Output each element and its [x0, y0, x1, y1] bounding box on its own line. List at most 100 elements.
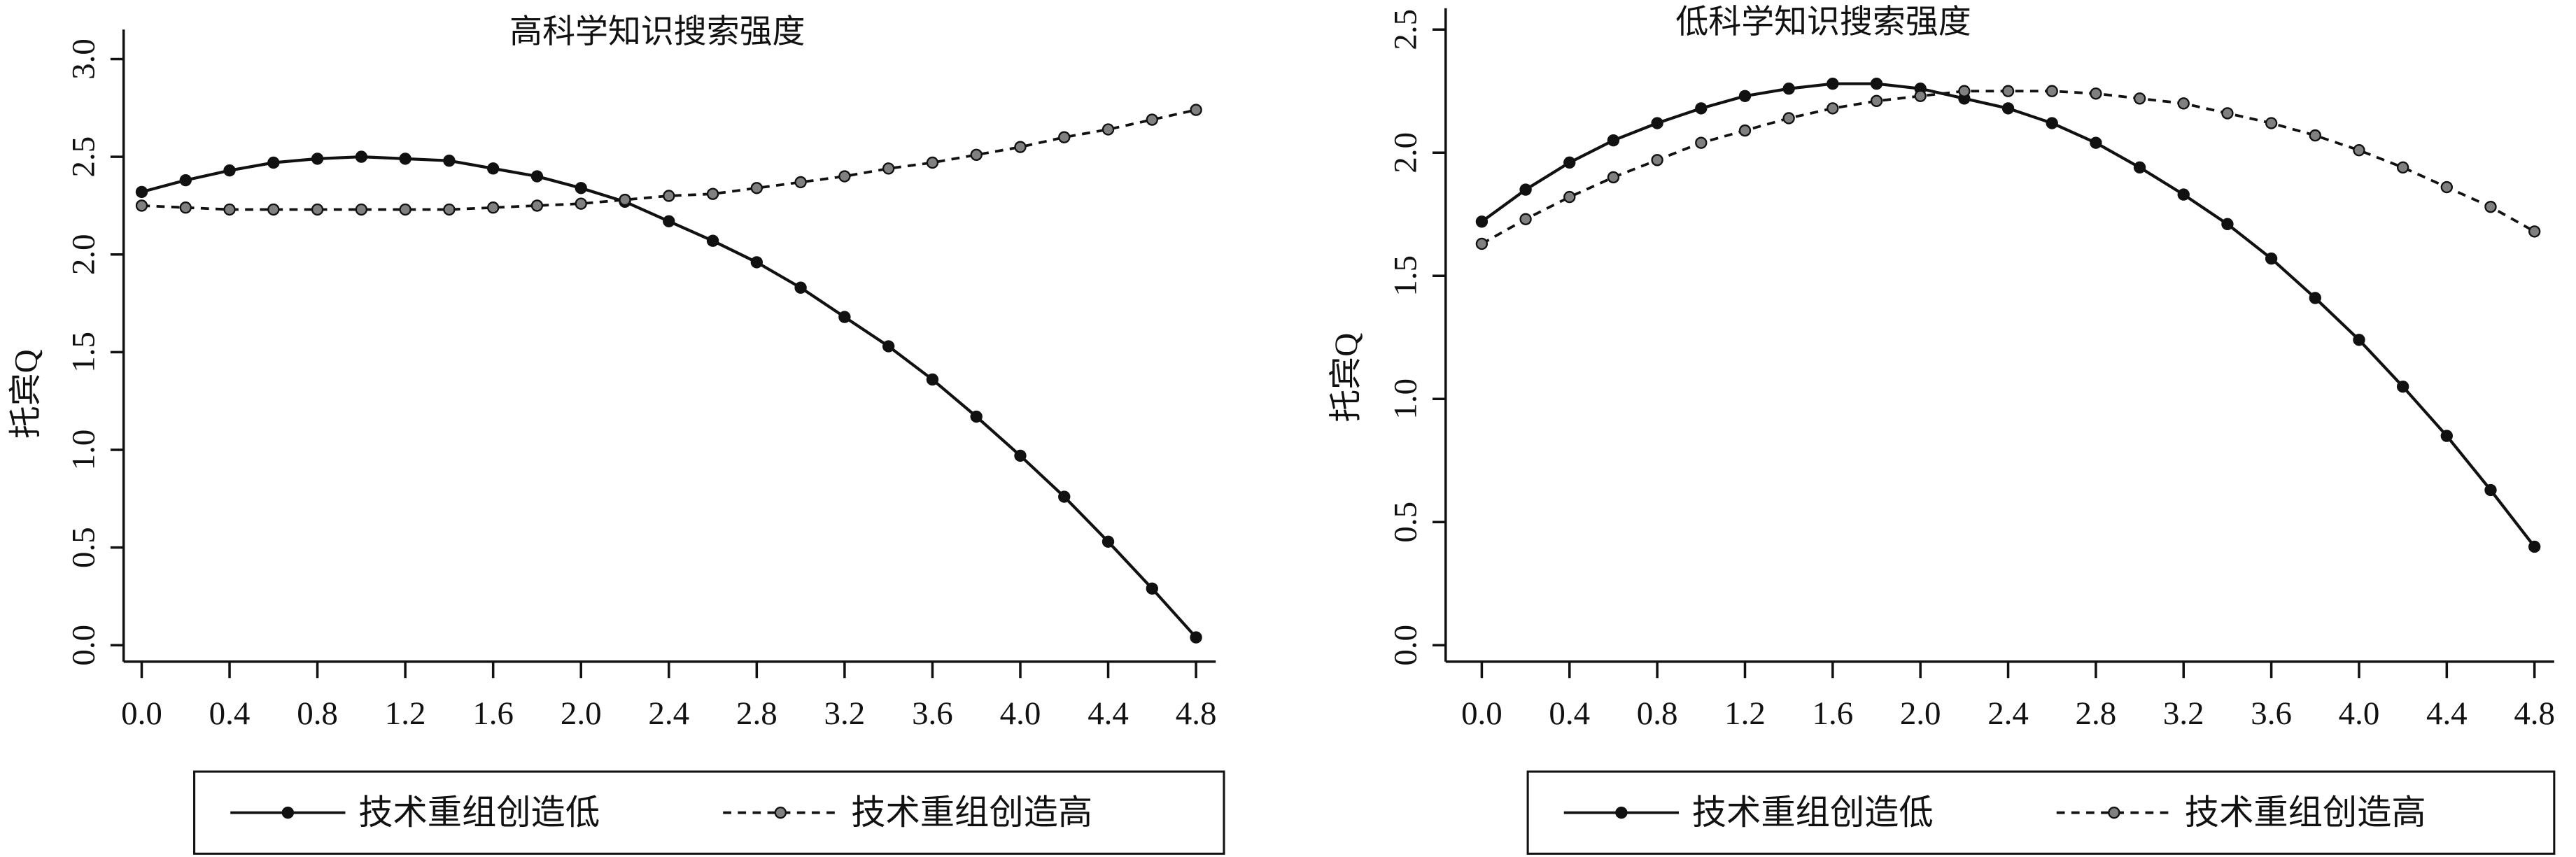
x-tick-label: 2.8 [2076, 695, 2117, 732]
data-point [1607, 134, 1620, 147]
data-point [1870, 94, 1883, 108]
data-point [1782, 83, 1795, 95]
data-point [794, 176, 807, 189]
data-point [2528, 540, 2541, 553]
data-point [2177, 97, 2190, 110]
data-point [443, 203, 456, 216]
y-tick-label: 0.0 [1388, 625, 1424, 666]
data-point [530, 199, 544, 212]
y-tick-label: 0.0 [65, 625, 101, 666]
data-point [1870, 78, 1883, 90]
data-point [706, 187, 719, 200]
data-point [1651, 117, 1663, 129]
data-point [619, 193, 631, 206]
data-point [1563, 190, 1576, 204]
data-point [2484, 483, 2497, 497]
data-point [530, 170, 544, 183]
data-point [663, 215, 675, 227]
data-point [179, 201, 192, 214]
y-tick-label: 1.0 [65, 430, 101, 471]
legend: 技术重组创造低 技术重组创造高 [193, 770, 1225, 855]
x-tick-label: 4.4 [2426, 695, 2468, 732]
x-tick-label: 3.2 [2163, 695, 2204, 732]
data-point [1146, 582, 1158, 595]
x-tick-label: 2.4 [1987, 695, 2029, 732]
x-tick-label: 0.8 [1637, 695, 1678, 732]
legend-marker [2108, 806, 2120, 819]
data-point [750, 182, 763, 194]
data-point [223, 203, 236, 216]
data-point [575, 182, 587, 194]
data-point [1827, 78, 1839, 90]
data-point [970, 410, 983, 423]
data-point [1475, 215, 1488, 228]
data-point [1519, 213, 1532, 225]
data-point [970, 148, 983, 162]
data-point [2221, 218, 2234, 231]
data-point [2046, 117, 2058, 129]
data-point [267, 203, 280, 216]
data-point [1014, 141, 1027, 153]
x-tick-label: 2.4 [648, 695, 689, 732]
x-tick-label: 1.6 [1813, 695, 1854, 732]
data-point [179, 173, 192, 187]
data-point [838, 311, 851, 323]
data-point [1914, 90, 1927, 102]
data-point [1190, 104, 1202, 116]
data-point [1146, 113, 1158, 126]
data-point [882, 162, 895, 175]
data-point [1695, 136, 1708, 149]
data-point [355, 150, 368, 163]
data-point [2133, 92, 2146, 105]
x-tick-label: 0.0 [1461, 695, 1502, 732]
data-point [1519, 183, 1532, 196]
data-point [2133, 161, 2146, 174]
x-tick-label: 1.2 [1724, 695, 1766, 732]
series-line-low [141, 155, 1197, 639]
legend-label: 技术重组创造低 [1692, 793, 1934, 832]
x-tick-label: 2.0 [561, 695, 602, 732]
data-point [926, 156, 939, 169]
data-point [575, 197, 587, 210]
data-point [486, 162, 500, 175]
data-point [2440, 180, 2454, 194]
legend-box [1526, 770, 2556, 855]
y-tick-label: 1.5 [65, 332, 101, 373]
y-tick-label: 1.5 [1388, 255, 1424, 297]
y-tick-label: 3.0 [65, 38, 101, 80]
data-point [1014, 449, 1027, 462]
data-point [663, 190, 675, 202]
legend: 技术重组创造低 技术重组创造高 [1526, 770, 2556, 855]
x-tick-label: 2.0 [1900, 695, 1941, 732]
data-point [443, 155, 456, 167]
data-point [399, 203, 411, 216]
legend-box [193, 770, 1225, 855]
legend-label: 技术重组创造高 [851, 793, 1092, 832]
x-tick-label: 0.4 [209, 695, 251, 732]
data-point [794, 281, 807, 294]
data-point [1563, 156, 1576, 169]
data-point [2090, 87, 2102, 100]
series-line-low [1481, 82, 2536, 548]
y-tick-label: 1.0 [1388, 378, 1424, 420]
y-tick-label: 2.0 [65, 234, 101, 275]
data-point [2353, 334, 2365, 346]
data-point [355, 203, 368, 216]
data-point [1651, 154, 1663, 167]
legend-marker [774, 806, 787, 819]
data-point [1058, 490, 1071, 503]
data-point [1827, 102, 1839, 115]
data-point [2396, 161, 2409, 174]
data-point [486, 201, 500, 214]
data-point [882, 340, 895, 353]
x-tick-label: 4.4 [1088, 695, 1129, 732]
data-point [2001, 85, 2015, 97]
x-tick-label: 1.6 [472, 695, 514, 732]
x-tick-label: 4.8 [2514, 695, 2555, 732]
x-tick-label: 0.4 [1549, 695, 1590, 732]
chart-panel-high: 高科学知识搜索强度 托宾Q 0.0 0.5 1.0 1.5 2.0 2.5 3.0 0.0 0.… [8, 14, 1225, 855]
data-point [267, 156, 280, 169]
y-tick-label: 0.5 [1388, 502, 1424, 543]
data-point [1102, 123, 1115, 136]
legend-marker [1615, 806, 1628, 819]
